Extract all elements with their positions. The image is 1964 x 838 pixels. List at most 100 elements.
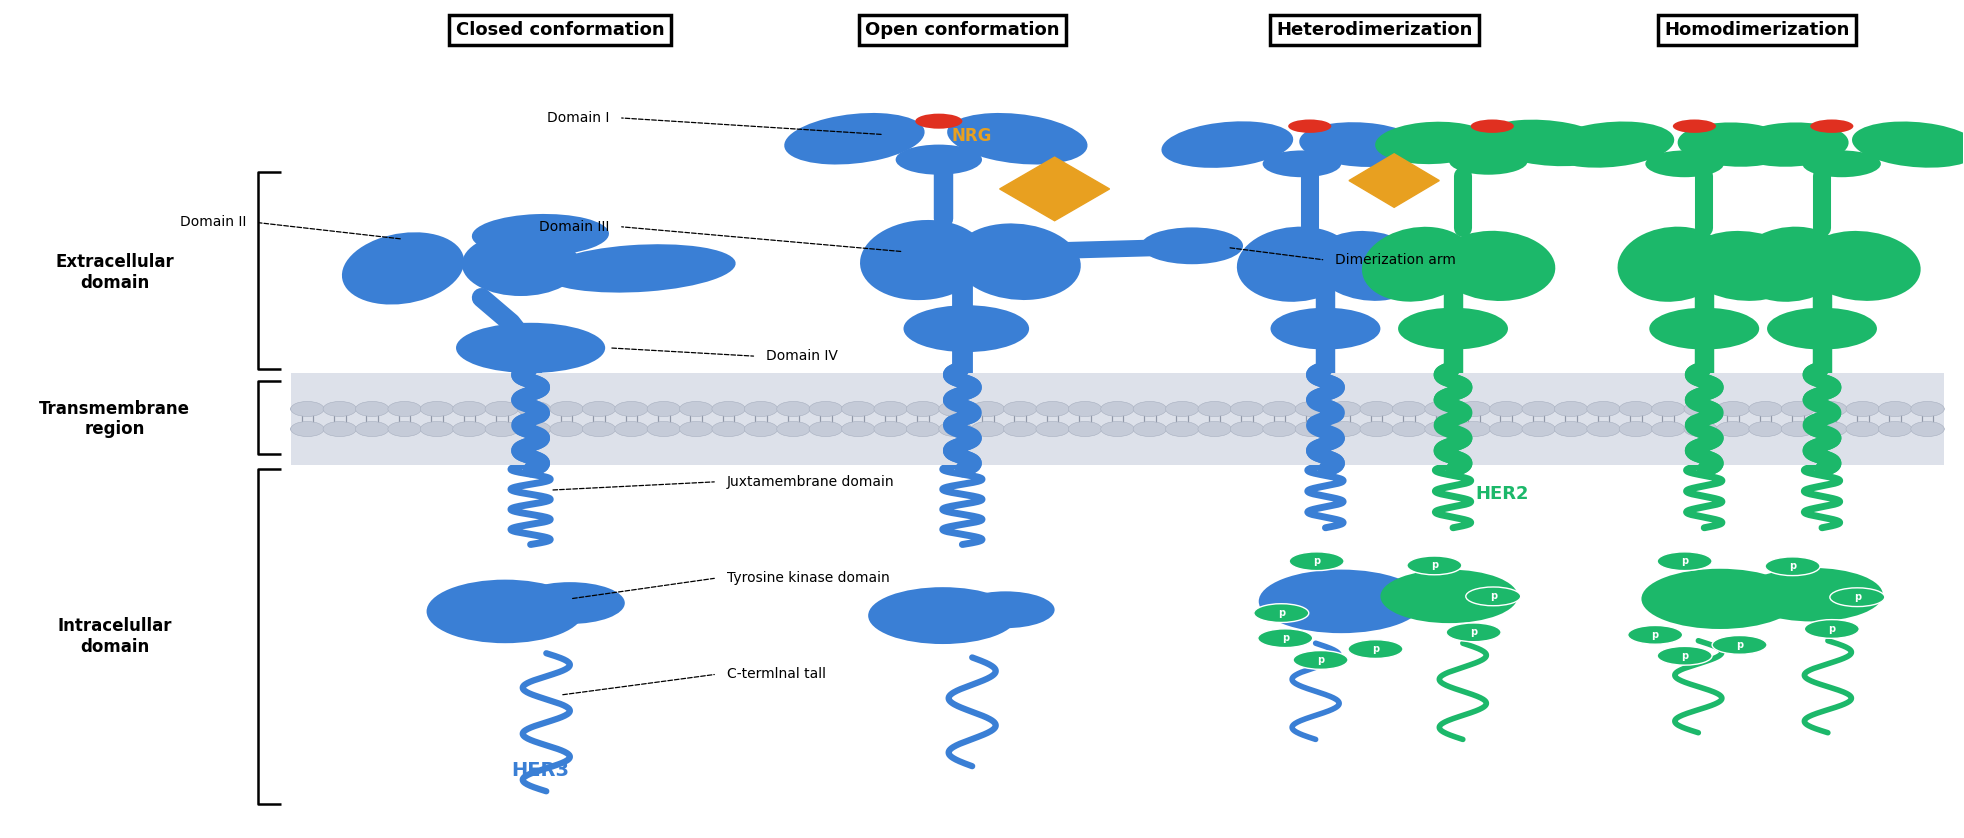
- Ellipse shape: [970, 422, 1004, 437]
- Ellipse shape: [1035, 422, 1068, 437]
- Ellipse shape: [291, 401, 324, 416]
- Ellipse shape: [868, 587, 1017, 644]
- Text: Homodimerization: Homodimerization: [1665, 21, 1850, 39]
- Ellipse shape: [1161, 122, 1292, 168]
- Ellipse shape: [485, 422, 518, 437]
- Ellipse shape: [1781, 401, 1815, 416]
- Ellipse shape: [1658, 552, 1713, 571]
- Ellipse shape: [1359, 422, 1392, 437]
- Ellipse shape: [939, 401, 972, 416]
- Ellipse shape: [1263, 151, 1341, 177]
- Ellipse shape: [1446, 623, 1500, 642]
- Ellipse shape: [1257, 628, 1312, 648]
- Ellipse shape: [471, 214, 609, 256]
- Ellipse shape: [905, 422, 939, 437]
- Ellipse shape: [452, 422, 485, 437]
- Ellipse shape: [1677, 122, 1793, 167]
- Ellipse shape: [452, 401, 485, 416]
- Ellipse shape: [646, 422, 680, 437]
- Text: Tyrosine kinase domain: Tyrosine kinase domain: [727, 571, 890, 585]
- Text: p: p: [1789, 561, 1797, 572]
- Ellipse shape: [550, 422, 583, 437]
- Ellipse shape: [1554, 422, 1587, 437]
- Ellipse shape: [1424, 401, 1457, 416]
- Ellipse shape: [452, 422, 485, 437]
- Ellipse shape: [1878, 401, 1911, 416]
- Ellipse shape: [1328, 401, 1361, 416]
- Ellipse shape: [874, 401, 907, 416]
- Text: p: p: [1681, 651, 1689, 660]
- Ellipse shape: [1554, 401, 1587, 416]
- Text: Domain II: Domain II: [179, 215, 246, 230]
- Text: HER2: HER2: [1475, 485, 1528, 504]
- Ellipse shape: [1554, 401, 1587, 416]
- Ellipse shape: [1392, 401, 1426, 416]
- Ellipse shape: [1294, 422, 1328, 437]
- Ellipse shape: [841, 401, 874, 416]
- Text: C-termlnal tall: C-termlnal tall: [727, 667, 825, 681]
- Ellipse shape: [1717, 401, 1750, 416]
- Ellipse shape: [1229, 422, 1263, 437]
- Ellipse shape: [1253, 603, 1308, 623]
- Ellipse shape: [744, 422, 778, 437]
- Bar: [291, 373, 1944, 465]
- Ellipse shape: [1813, 401, 1846, 416]
- Ellipse shape: [970, 422, 1004, 437]
- Ellipse shape: [1392, 401, 1426, 416]
- Ellipse shape: [291, 401, 324, 416]
- Ellipse shape: [324, 401, 355, 416]
- Ellipse shape: [1748, 422, 1781, 437]
- Ellipse shape: [1328, 401, 1361, 416]
- Text: Domain III: Domain III: [538, 220, 609, 234]
- Ellipse shape: [517, 422, 550, 437]
- Ellipse shape: [744, 422, 778, 437]
- Ellipse shape: [1288, 552, 1343, 571]
- Ellipse shape: [1457, 422, 1491, 437]
- Ellipse shape: [809, 422, 843, 437]
- Ellipse shape: [1141, 227, 1243, 264]
- Ellipse shape: [1263, 422, 1296, 437]
- Ellipse shape: [776, 401, 809, 416]
- Ellipse shape: [1911, 422, 1944, 437]
- Ellipse shape: [1229, 401, 1263, 416]
- Ellipse shape: [1359, 401, 1392, 416]
- Ellipse shape: [646, 401, 680, 416]
- Ellipse shape: [1546, 122, 1673, 168]
- Ellipse shape: [485, 401, 518, 416]
- Ellipse shape: [291, 422, 324, 437]
- Ellipse shape: [1328, 422, 1361, 437]
- Ellipse shape: [1911, 401, 1944, 416]
- Ellipse shape: [1618, 226, 1728, 302]
- Text: p: p: [1471, 628, 1477, 638]
- Ellipse shape: [342, 232, 464, 304]
- Ellipse shape: [1628, 625, 1683, 644]
- Polygon shape: [1349, 154, 1440, 207]
- Ellipse shape: [1165, 422, 1198, 437]
- Text: HER3: HER3: [511, 761, 570, 780]
- Ellipse shape: [1587, 401, 1620, 416]
- Ellipse shape: [646, 401, 680, 416]
- Ellipse shape: [1683, 422, 1717, 437]
- Ellipse shape: [462, 232, 579, 296]
- Ellipse shape: [1068, 422, 1102, 437]
- Ellipse shape: [1004, 401, 1037, 416]
- Ellipse shape: [452, 401, 485, 416]
- Ellipse shape: [1748, 401, 1781, 416]
- Ellipse shape: [1375, 122, 1493, 164]
- Ellipse shape: [1035, 401, 1068, 416]
- Ellipse shape: [1133, 401, 1167, 416]
- Ellipse shape: [550, 401, 583, 416]
- Text: p: p: [1373, 644, 1379, 654]
- Ellipse shape: [1100, 422, 1133, 437]
- Ellipse shape: [905, 401, 939, 416]
- Ellipse shape: [970, 401, 1004, 416]
- Ellipse shape: [1803, 151, 1882, 177]
- Ellipse shape: [550, 401, 583, 416]
- Ellipse shape: [947, 113, 1088, 164]
- Ellipse shape: [1489, 401, 1522, 416]
- Ellipse shape: [1736, 226, 1846, 302]
- Ellipse shape: [581, 401, 615, 416]
- Ellipse shape: [1133, 422, 1167, 437]
- Ellipse shape: [542, 244, 736, 292]
- Ellipse shape: [1361, 227, 1473, 302]
